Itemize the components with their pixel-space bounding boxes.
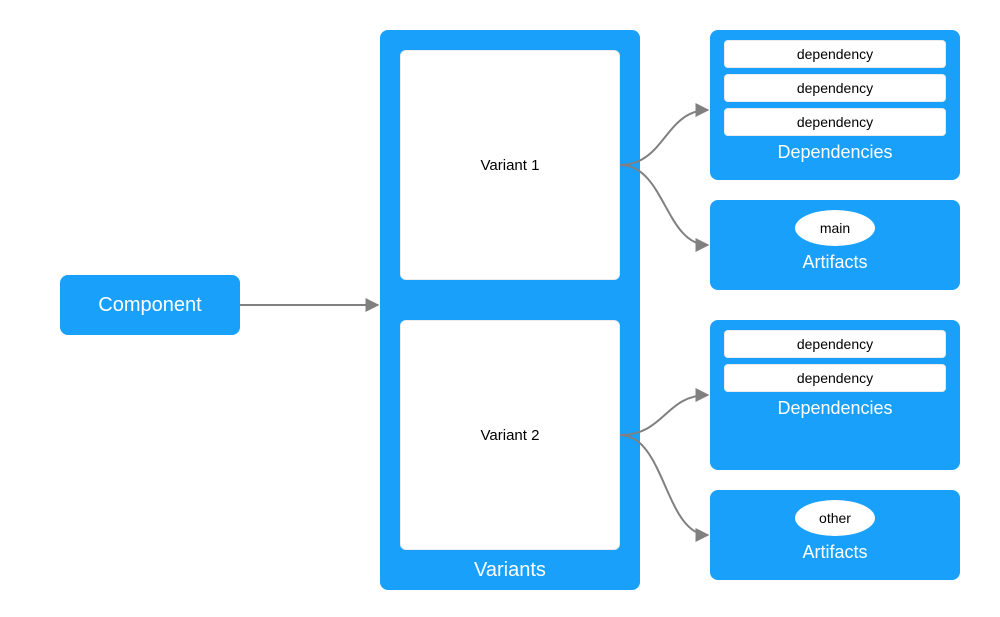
- dependency-item: dependency: [724, 330, 946, 358]
- variant-label: Variant 2: [481, 427, 540, 444]
- artifact-oval: other: [795, 500, 875, 536]
- dependencies-title: Dependencies: [777, 398, 892, 419]
- dependency-item: dependency: [724, 108, 946, 136]
- artifact-oval: main: [795, 210, 875, 246]
- dependency-item: dependency: [724, 74, 946, 102]
- variants-container: Variant 1 Variant 2 Variants: [380, 30, 640, 590]
- variant-card: Variant 2: [400, 320, 620, 550]
- variant-label: Variant 1: [481, 157, 540, 174]
- artifacts-title: Artifacts: [802, 252, 867, 273]
- dependency-item: dependency: [724, 40, 946, 68]
- component-node: Component: [60, 275, 240, 335]
- dependency-list: dependency dependency: [724, 330, 946, 392]
- variant-card: Variant 1: [400, 50, 620, 280]
- dependencies-title: Dependencies: [777, 142, 892, 163]
- dependency-list: dependency dependency dependency: [724, 40, 946, 136]
- artifacts-box: main Artifacts: [710, 200, 960, 290]
- dependency-item: dependency: [724, 364, 946, 392]
- dependencies-box: dependency dependency Dependencies: [710, 320, 960, 470]
- dependencies-box: dependency dependency dependency Depende…: [710, 30, 960, 180]
- component-label: Component: [98, 294, 201, 317]
- artifacts-title: Artifacts: [802, 542, 867, 563]
- variants-title: Variants: [474, 559, 546, 582]
- artifacts-box: other Artifacts: [710, 490, 960, 580]
